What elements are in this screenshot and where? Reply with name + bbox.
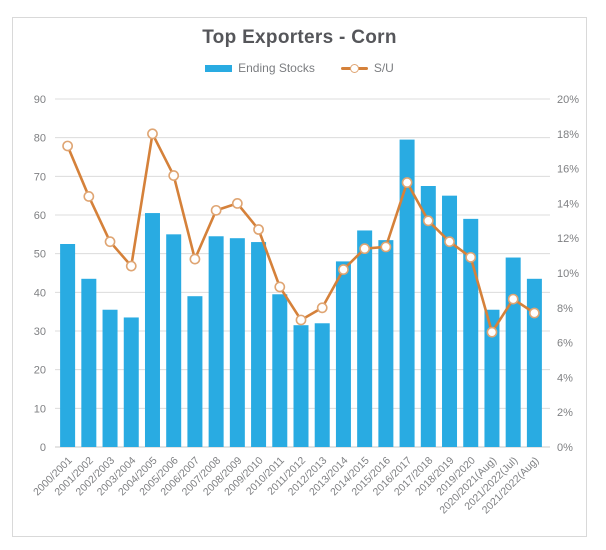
bar-2009/2010 bbox=[251, 242, 267, 447]
su-marker-2016/2017 bbox=[401, 177, 413, 188]
y-left-tick-label: 40 bbox=[34, 287, 46, 299]
su-marker-2015/2016 bbox=[380, 241, 392, 253]
su-marker-2012/2013 bbox=[316, 302, 328, 314]
y-left-tick-label: 50 bbox=[34, 249, 46, 261]
su-marker-2021/2022(Aug) bbox=[528, 307, 540, 319]
su-marker-2009/2010 bbox=[253, 224, 264, 235]
su-marker-2014/2015 bbox=[359, 243, 371, 255]
legend-item-su: S/U bbox=[340, 61, 394, 75]
bar-2018/2019 bbox=[442, 195, 458, 447]
y-left-tick-label: 60 bbox=[34, 210, 46, 222]
su-line-swatch-icon bbox=[340, 63, 368, 73]
bar-2020/2021(Aug) bbox=[484, 309, 500, 447]
bar-2015/2016 bbox=[378, 240, 394, 447]
bar-2001/2002 bbox=[81, 278, 97, 447]
su-marker-2006/2007 bbox=[189, 253, 201, 265]
y-right-tick-label: 2% bbox=[557, 407, 573, 419]
su-marker-2017/2018 bbox=[422, 215, 434, 227]
legend: Ending Stocks S/U bbox=[12, 61, 587, 75]
su-marker-2000/2001 bbox=[62, 140, 74, 152]
y-right-tick-label: 4% bbox=[557, 372, 573, 384]
bar-2000/2001 bbox=[60, 244, 76, 447]
y-left-tick-label: 90 bbox=[34, 94, 46, 106]
su-marker-2013/2014 bbox=[338, 264, 349, 275]
legend-label-ending-stocks: Ending Stocks bbox=[238, 61, 315, 75]
y-right-tick-label: 16% bbox=[557, 164, 579, 176]
su-marker-2019/2020 bbox=[465, 251, 477, 263]
y-left-tick-label: 80 bbox=[34, 133, 46, 145]
y-right-tick-label: 6% bbox=[557, 338, 573, 350]
bar-2003/2004 bbox=[123, 317, 139, 447]
bar-2012/2013 bbox=[314, 323, 330, 447]
y-right-tick-label: 20% bbox=[557, 94, 579, 106]
bar-2005/2006 bbox=[166, 234, 182, 447]
su-marker-2021/2022(Jul) bbox=[507, 293, 519, 305]
ending-stocks-swatch-icon bbox=[205, 64, 233, 72]
bar-2006/2007 bbox=[187, 296, 203, 447]
bar-2010/2011 bbox=[272, 294, 288, 447]
chart-card bbox=[12, 17, 587, 537]
y-left-tick-label: 0 bbox=[40, 442, 46, 454]
su-marker-2004/2005 bbox=[147, 128, 158, 140]
bar-2011/2012 bbox=[293, 325, 309, 447]
su-marker-2008/2009 bbox=[231, 197, 243, 209]
y-left-tick-label: 70 bbox=[34, 171, 46, 183]
bar-2021/2022(Aug) bbox=[526, 278, 542, 447]
y-left-tick-label: 10 bbox=[34, 403, 46, 415]
su-marker-2002/2003 bbox=[104, 236, 116, 248]
su-marker-2018/2019 bbox=[444, 236, 455, 248]
y-right-tick-label: 18% bbox=[557, 129, 579, 141]
bar-2016/2017 bbox=[399, 139, 415, 447]
bar-2007/2008 bbox=[208, 236, 224, 447]
bar-2004/2005 bbox=[144, 213, 160, 447]
y-left-tick-label: 30 bbox=[34, 326, 46, 338]
y-right-tick-label: 8% bbox=[557, 303, 573, 315]
su-marker-2007/2008 bbox=[210, 204, 222, 216]
chart-title: Top Exporters - Corn bbox=[202, 27, 397, 48]
su-marker-2005/2006 bbox=[168, 170, 180, 181]
su-marker-2010/2011 bbox=[274, 281, 286, 293]
su-marker-2011/2012 bbox=[295, 314, 307, 326]
bar-2013/2014 bbox=[335, 261, 351, 447]
y-right-tick-label: 10% bbox=[557, 268, 579, 280]
legend-item-ending-stocks: Ending Stocks bbox=[205, 61, 315, 75]
y-right-tick-label: 12% bbox=[557, 233, 579, 245]
su-marker-2003/2004 bbox=[125, 260, 137, 272]
bar-2008/2009 bbox=[229, 238, 245, 447]
bar-2017/2018 bbox=[420, 186, 436, 447]
bar-2019/2020 bbox=[463, 218, 479, 447]
y-right-tick-label: 14% bbox=[557, 198, 579, 210]
y-right-tick-label: 0% bbox=[557, 442, 573, 454]
y-left-tick-label: 20 bbox=[34, 365, 46, 377]
bar-2002/2003 bbox=[102, 309, 118, 447]
su-marker-2001/2002 bbox=[83, 191, 95, 202]
su-marker-2020/2021(Aug) bbox=[486, 326, 498, 338]
bar-2021/2022(Jul) bbox=[505, 257, 521, 447]
legend-label-su: S/U bbox=[373, 61, 394, 75]
bar-2014/2015 bbox=[357, 230, 373, 447]
